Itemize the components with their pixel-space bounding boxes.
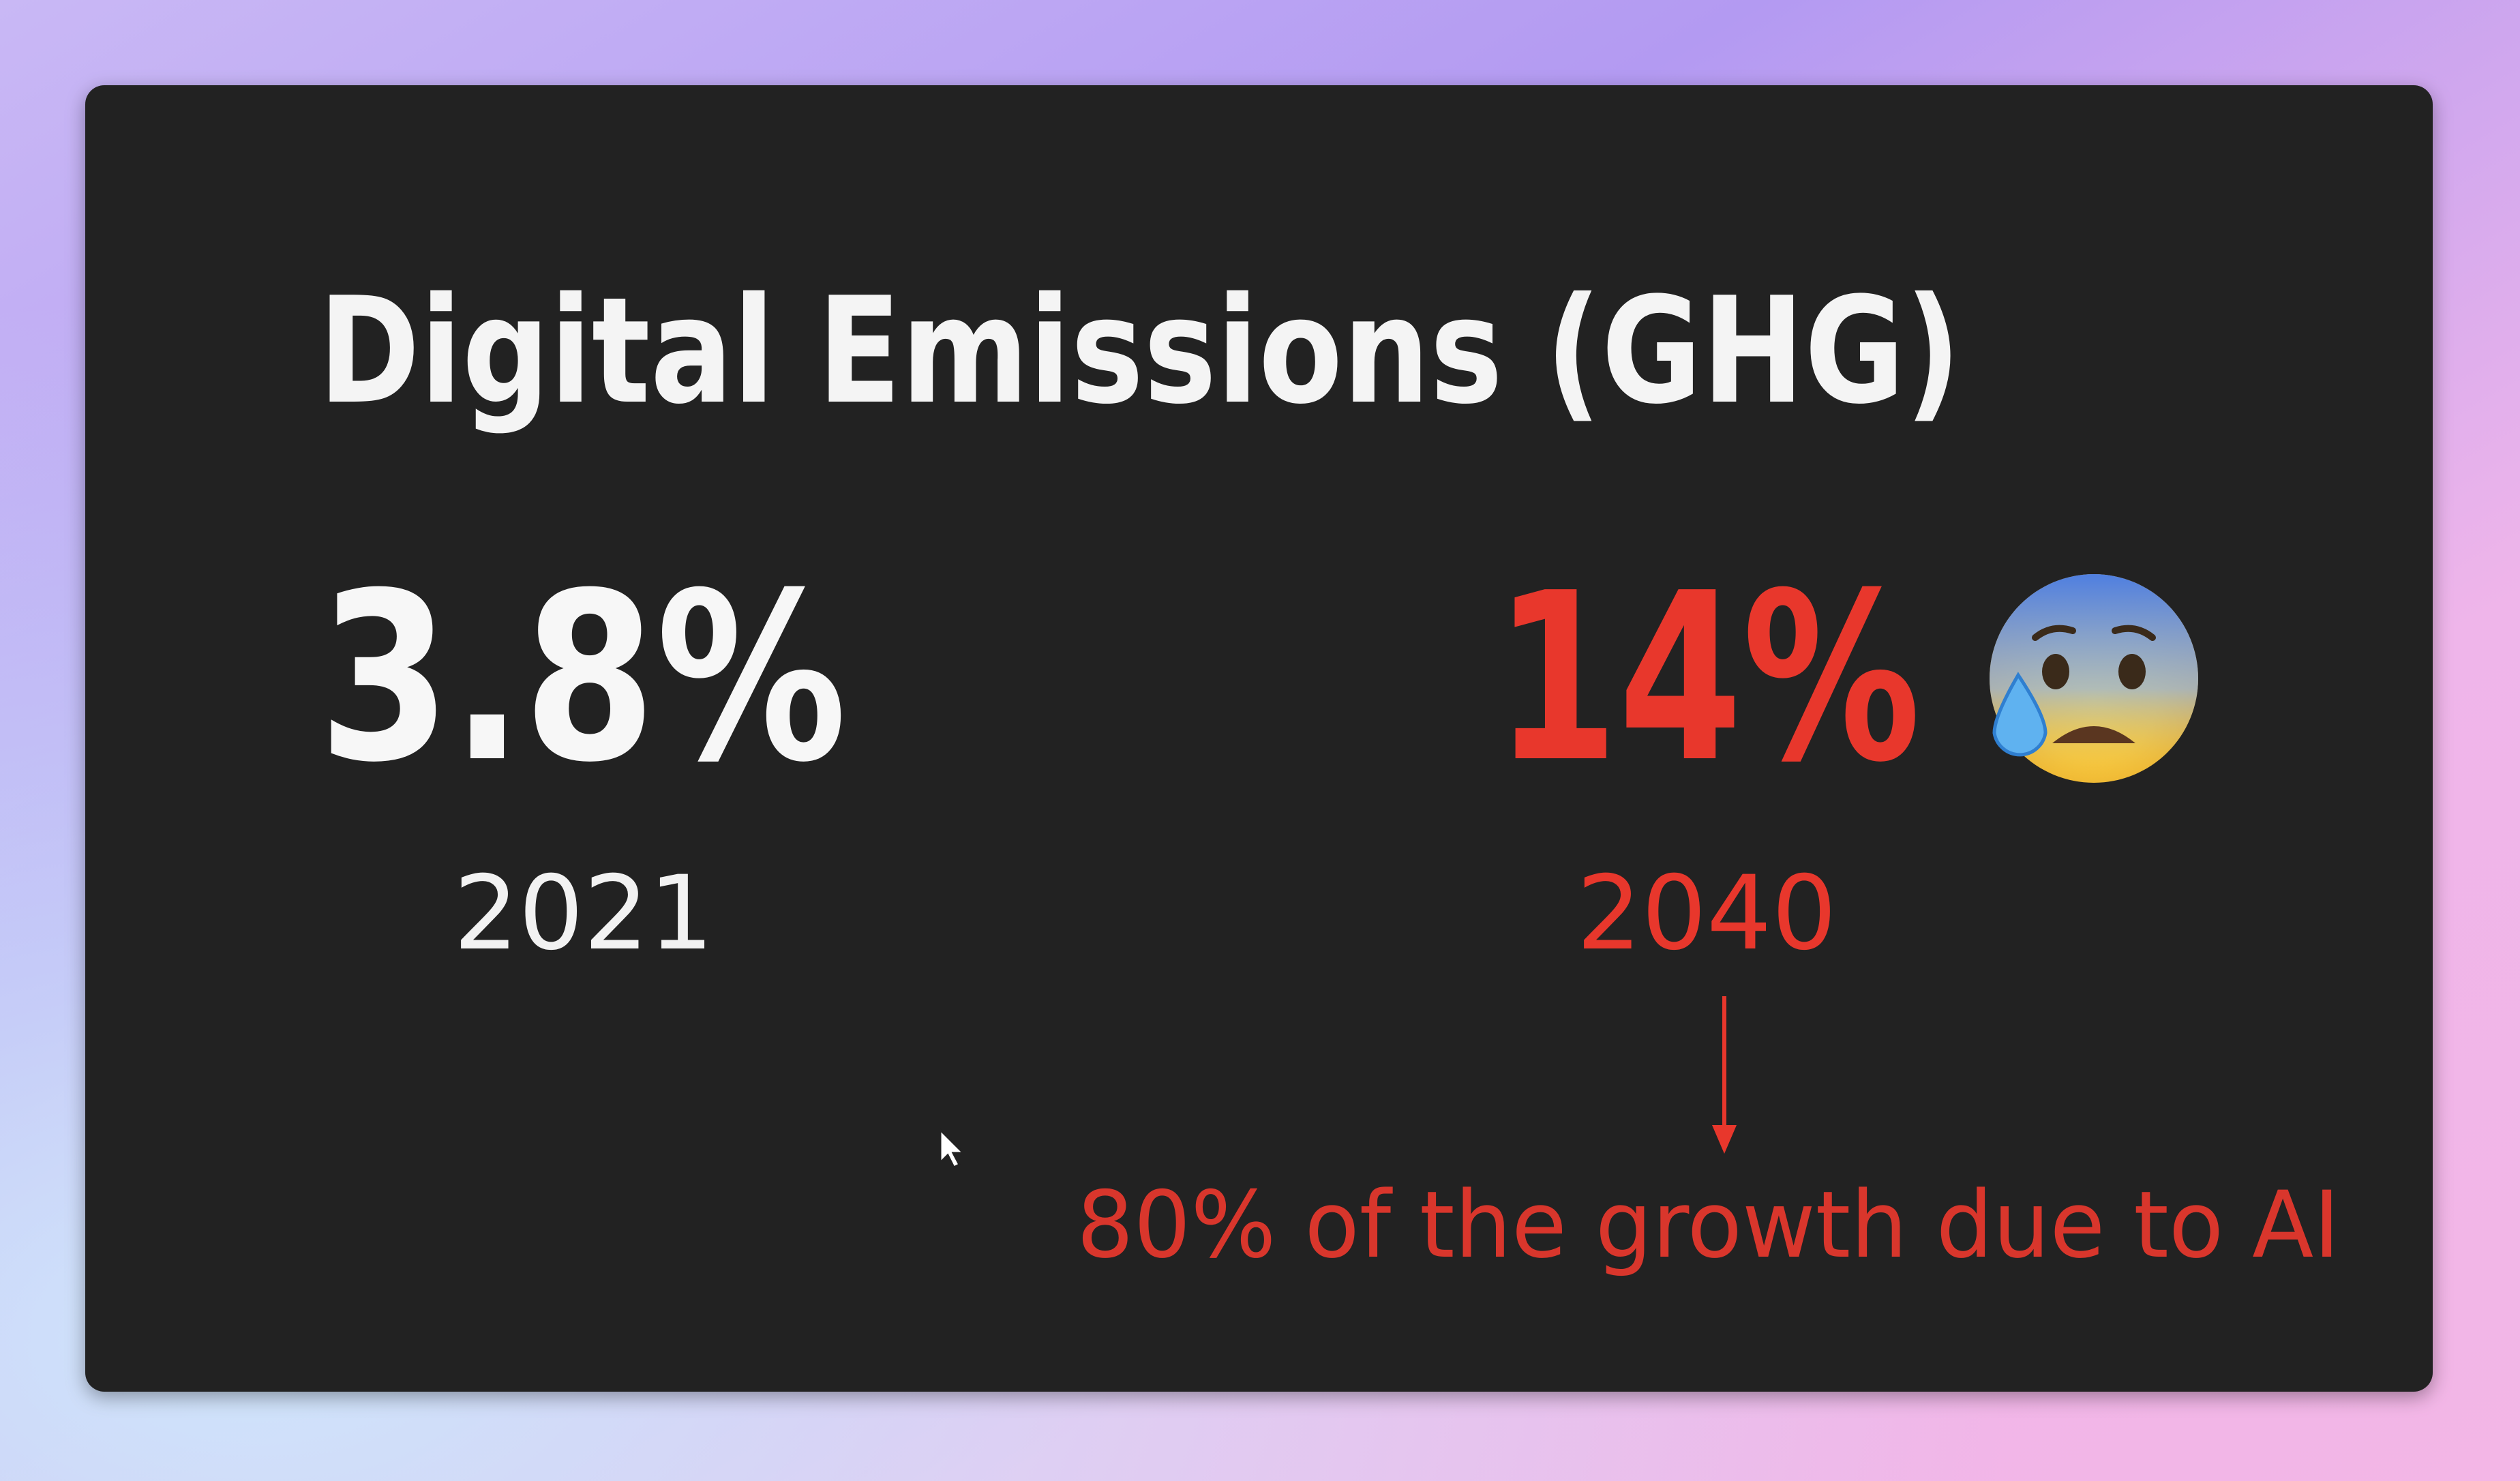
arrow bbox=[1712, 996, 1737, 1154]
stat-year: 2040 bbox=[1576, 854, 1837, 973]
stat-value: 3.8% bbox=[318, 543, 847, 813]
stat-year: 2021 bbox=[453, 854, 714, 973]
annotation: 80% of the growth due to AI bbox=[1077, 1171, 2340, 1278]
slide-title: Digital Emissions (GHG) bbox=[318, 265, 1961, 436]
stat-value: 14% bbox=[1495, 543, 1921, 813]
anxious-face-emoji bbox=[1990, 574, 2198, 783]
mouse-cursor bbox=[939, 1127, 966, 1169]
slide-card bbox=[85, 85, 2433, 1392]
